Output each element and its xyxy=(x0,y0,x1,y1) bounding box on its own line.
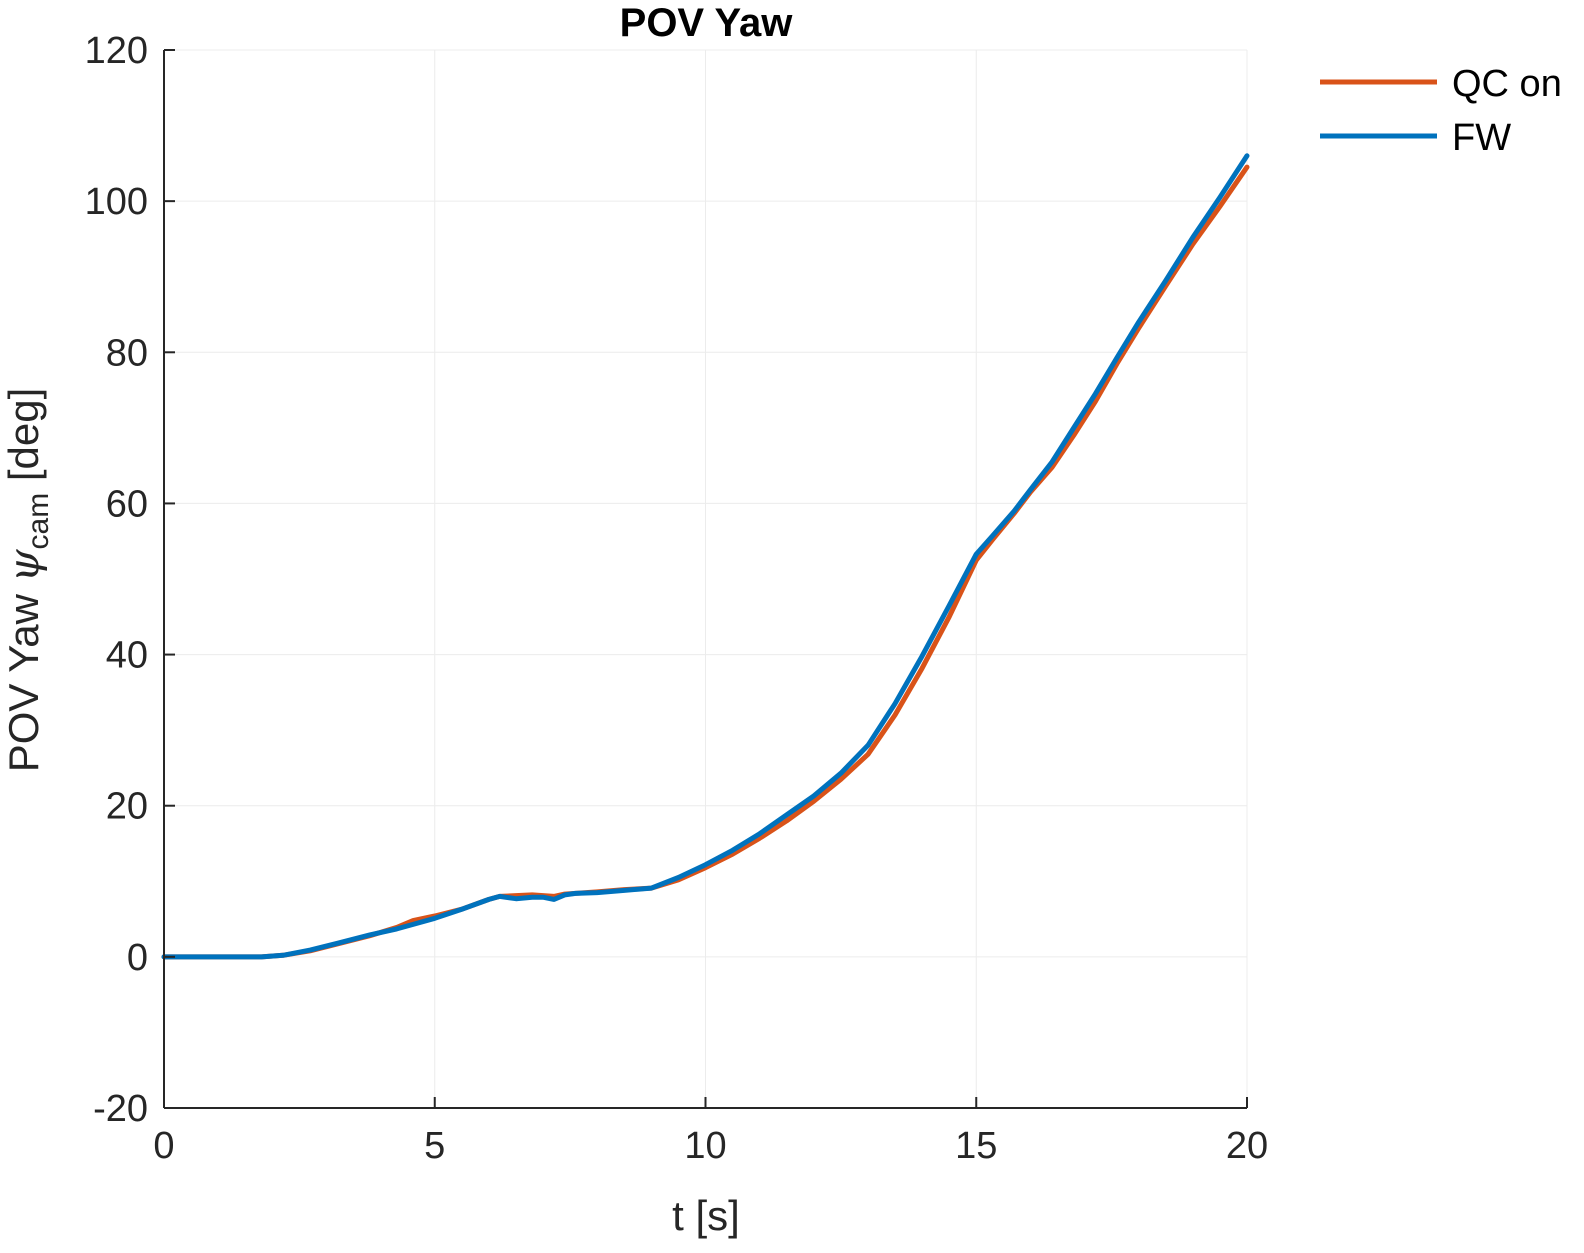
y-axis-title-suffix: [deg] xyxy=(0,388,47,493)
y-tick-label: 60 xyxy=(106,483,148,525)
x-tick-label: 15 xyxy=(955,1125,997,1167)
legend: QC on FW xyxy=(1320,63,1562,159)
y-axis-title-symbol: ψ xyxy=(0,548,48,582)
y-tick-label: 20 xyxy=(106,786,148,828)
y-axis-title-prefix: POV Yaw xyxy=(0,582,47,772)
x-tick-label: 0 xyxy=(153,1125,174,1167)
y-axis-title: POV Yaw ψcam [deg] xyxy=(0,388,55,773)
y-tick-label: 120 xyxy=(85,30,148,72)
x-tick-label: 20 xyxy=(1226,1125,1268,1167)
axes xyxy=(163,49,1248,1109)
y-axis-title-subscript: cam xyxy=(22,493,55,550)
series-line-fw xyxy=(161,153,1250,960)
legend-label-fw: FW xyxy=(1452,117,1511,159)
x-axis-title: t [s] xyxy=(672,1192,740,1239)
legend-label-qc-on: QC on xyxy=(1452,63,1562,105)
x-tick-label: 5 xyxy=(424,1125,445,1167)
y-tick-label: -20 xyxy=(93,1088,148,1130)
y-tick-label: 40 xyxy=(106,635,148,677)
y-tick-label: 0 xyxy=(127,937,148,979)
chart-title: POV Yaw xyxy=(620,1,794,45)
grid xyxy=(163,49,1248,1109)
series-layer xyxy=(161,153,1250,960)
y-tick-label: 80 xyxy=(106,332,148,374)
y-tick-label: 100 xyxy=(85,181,148,223)
x-tick-label: 10 xyxy=(684,1125,726,1167)
